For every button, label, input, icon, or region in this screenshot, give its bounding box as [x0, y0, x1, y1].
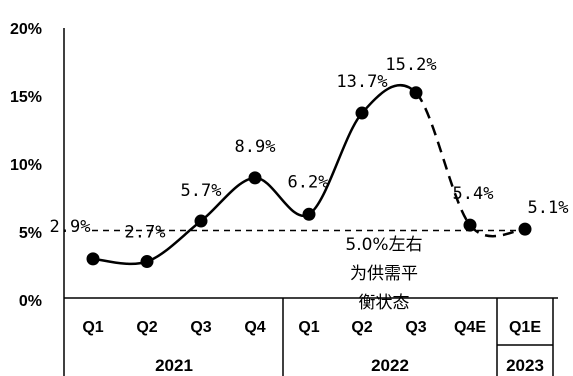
data-point-marker — [302, 207, 316, 221]
year-label: 2022 — [371, 356, 409, 375]
data-label: 2.7% — [125, 223, 166, 243]
x-category-label: Q1 — [298, 319, 319, 336]
x-category-label: Q1 — [82, 319, 103, 336]
x-category-label: Q4E — [454, 319, 486, 336]
year-label: 2023 — [506, 356, 544, 375]
annotation-line: 5.0%左右 — [345, 235, 422, 255]
y-tick-label: 10% — [10, 157, 42, 174]
data-label: 6.2% — [288, 172, 329, 192]
annotation: 5.0%左右 为供需平 衡状态 — [345, 235, 422, 313]
year-label: 2021 — [155, 356, 193, 375]
data-point-marker — [518, 222, 532, 236]
data-point-marker — [463, 218, 477, 232]
x-category-labels: Q1 Q2 Q3 Q4 Q1 Q2 Q3 Q4E Q1E — [82, 319, 541, 336]
data-point-marker — [140, 255, 154, 269]
x-category-label: Q2 — [136, 319, 157, 336]
x-axis — [63, 297, 558, 376]
data-label: 8.9% — [235, 137, 276, 157]
data-point-marker — [248, 171, 262, 185]
data-label: 15.2% — [385, 55, 436, 75]
data-point-marker — [355, 106, 369, 120]
year-labels: 2021 2022 2023 — [155, 356, 544, 375]
x-category-label: Q4 — [244, 319, 265, 336]
x-category-label: Q1E — [509, 319, 541, 336]
data-label: 5.7% — [181, 181, 222, 201]
data-point-marker — [409, 86, 423, 100]
y-tick-labels: 0% 5% 10% 15% 20% — [10, 21, 42, 310]
series-line-forecast — [415, 91, 526, 238]
x-category-label: Q3 — [405, 319, 426, 336]
y-tick-label: 0% — [19, 293, 42, 310]
data-point-marker — [86, 252, 100, 266]
annotation-line: 为供需平 — [350, 264, 418, 284]
y-tick-label: 15% — [10, 89, 42, 106]
data-label: 5.4% — [453, 184, 494, 204]
data-point-marker — [194, 214, 208, 228]
series-data-labels: 2.9% 2.7% 5.7% 8.9% 6.2% 13.7%15.2% 5.4% 5.1% — [50, 55, 569, 243]
x-category-label: Q2 — [351, 319, 372, 336]
annotation-line: 衡状态 — [359, 293, 410, 313]
x-category-label: Q3 — [190, 319, 211, 336]
data-label: 2.9% — [50, 217, 91, 237]
y-tick-label: 20% — [10, 21, 42, 38]
y-tick-label: 5% — [19, 225, 42, 242]
data-label: 5.1% — [528, 198, 569, 218]
data-label: 13.7% — [336, 72, 387, 92]
series-markers — [86, 86, 532, 269]
